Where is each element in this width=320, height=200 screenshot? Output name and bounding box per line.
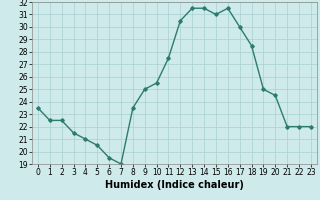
X-axis label: Humidex (Indice chaleur): Humidex (Indice chaleur) [105,180,244,190]
